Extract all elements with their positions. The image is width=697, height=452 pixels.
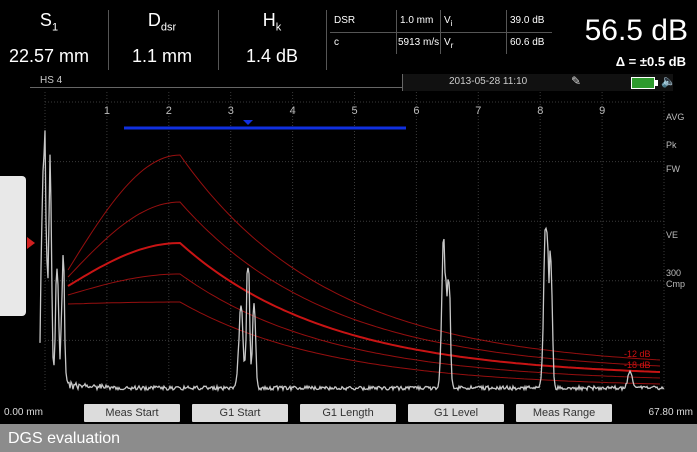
caption-text: DGS evaluation — [8, 430, 121, 447]
param-ddsr-label: Ddsr — [147, 10, 177, 34]
big-readout: 56.5 dB Δ = ±0.5 dB — [556, 10, 692, 70]
x-tick-label: 9 — [599, 105, 605, 117]
side-panel-tab[interactable] — [0, 176, 26, 316]
x-tick-label: 2 — [166, 105, 172, 117]
softkey-bar: 0.00 mm Meas Start G1 Start G1 Length G1… — [0, 402, 697, 424]
vr-label: Vr — [444, 37, 454, 50]
vi-value: 39.0 dB — [510, 15, 545, 26]
dgs-curve — [67, 154, 661, 361]
g1-level-button[interactable]: G1 Level — [408, 404, 504, 422]
ascan-plot[interactable]: 1 2 3 4 5 6 7 8 9 -12 dB -18 dB AVG Pk FW VE 300… — [0, 92, 697, 398]
label-fw: FW — [666, 164, 680, 174]
divider — [218, 10, 219, 70]
c-value: 5913 m/s — [398, 37, 440, 48]
param-s1[interactable]: S1 22.57 mm — [0, 0, 98, 72]
x-tick-label: 1 — [104, 105, 110, 117]
readout-hline — [330, 32, 552, 33]
label-cmp: Cmp — [666, 279, 686, 289]
pencil-icon[interactable]: ✎ — [571, 74, 582, 88]
ascan-trace — [39, 130, 665, 393]
measurement-header: S1 22.57 mm Ddsr 1.1 mm Hk 1.4 dB DSR 1.… — [0, 0, 697, 72]
dgs-curve — [67, 301, 661, 385]
dgs-curve — [67, 273, 661, 379]
dsr-value: 1.0 mm — [400, 15, 434, 26]
label-300: 300 — [666, 268, 682, 278]
param-ddsr-value: 1.1 mm — [131, 46, 192, 66]
status-box: 2013-05-28 11:10 ✎ 🔈 — [402, 74, 676, 91]
readout-grid: DSR 1.0 mm Vi 39.0 dB c 5913 m/s Vr 60.6… — [330, 10, 552, 54]
g1-start-button[interactable]: G1 Start — [192, 404, 288, 422]
caption-bar: DGS evaluation — [0, 424, 697, 452]
timestamp: 2013-05-28 11:10 — [449, 76, 528, 87]
curve-label-12: -12 dB — [624, 349, 651, 359]
x-ticks: 1 2 3 4 5 6 7 8 9 — [104, 105, 605, 117]
c-label: c — [334, 37, 339, 48]
divider — [108, 10, 109, 70]
g1-length-button[interactable]: G1 Length — [300, 404, 396, 422]
gate-marker-icon[interactable] — [243, 120, 253, 125]
x-tick-label: 5 — [352, 105, 358, 117]
battery-icon — [631, 77, 658, 89]
plot-background — [30, 92, 666, 398]
expand-arrow-icon[interactable] — [27, 237, 35, 249]
readout-vline — [506, 10, 507, 54]
ascan-svg: 1 2 3 4 5 6 7 8 9 -12 dB -18 dB — [30, 92, 666, 398]
hs-label: HS 4 — [40, 75, 63, 86]
meas-range-button[interactable]: Meas Range — [516, 404, 612, 422]
param-ddsr[interactable]: Ddsr 1.1 mm — [112, 0, 212, 72]
label-avg: AVG — [666, 112, 685, 122]
big-value: 56.5 dB — [584, 14, 688, 47]
range-end: 67.80 mm — [648, 407, 693, 418]
label-pk: Pk — [666, 140, 677, 150]
x-tick-label: 7 — [475, 105, 481, 117]
hs-underline — [30, 87, 402, 88]
vr-value: 60.6 dB — [510, 37, 545, 48]
param-hk-value: 1.4 dB — [245, 46, 299, 66]
param-hk-label: Hk — [262, 10, 282, 34]
curve-label-18: -18 dB — [624, 360, 651, 370]
dsr-label: DSR — [334, 15, 356, 26]
dgs-curves — [67, 154, 661, 385]
readout-vline — [396, 10, 397, 54]
range-start: 0.00 mm — [4, 407, 43, 418]
speaker-icon[interactable]: 🔈 — [661, 74, 676, 88]
x-tick-label: 3 — [228, 105, 234, 117]
x-tick-label: 4 — [290, 105, 296, 117]
param-s1-value: 22.57 mm — [8, 46, 90, 66]
x-tick-label: 6 — [413, 105, 419, 117]
readout-vline — [440, 10, 441, 54]
grid — [44, 92, 665, 390]
meas-start-button[interactable]: Meas Start — [84, 404, 180, 422]
x-tick-label: 8 — [537, 105, 543, 117]
vi-label: Vi — [444, 15, 453, 28]
param-hk[interactable]: Hk 1.4 dB — [222, 0, 322, 72]
param-s1-label: S1 — [39, 10, 59, 34]
status-line: HS 4 2013-05-28 11:10 ✎ 🔈 — [0, 72, 697, 92]
delta-value: Δ = ±0.5 dB — [615, 54, 686, 69]
divider — [326, 10, 327, 70]
dgs-curve — [67, 201, 661, 367]
dgs-curve — [67, 241, 661, 373]
label-ve: VE — [666, 230, 679, 240]
